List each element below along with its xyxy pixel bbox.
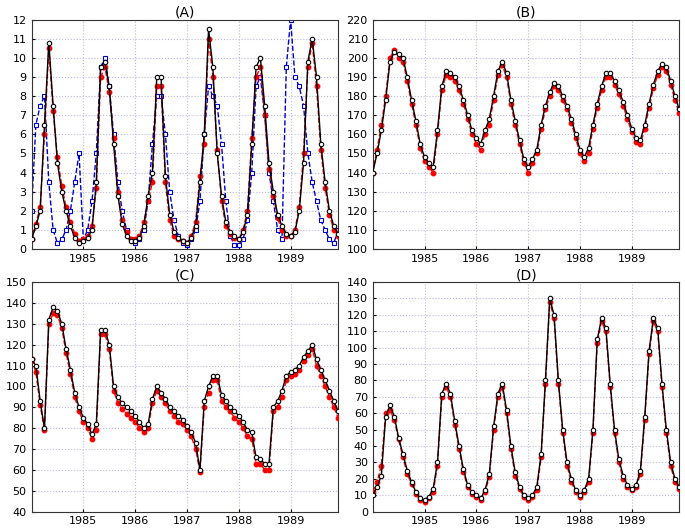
Title: (C): (C) [175,268,195,282]
Title: (A): (A) [175,5,195,20]
Title: (B): (B) [516,5,536,20]
Title: (D): (D) [515,268,537,282]
